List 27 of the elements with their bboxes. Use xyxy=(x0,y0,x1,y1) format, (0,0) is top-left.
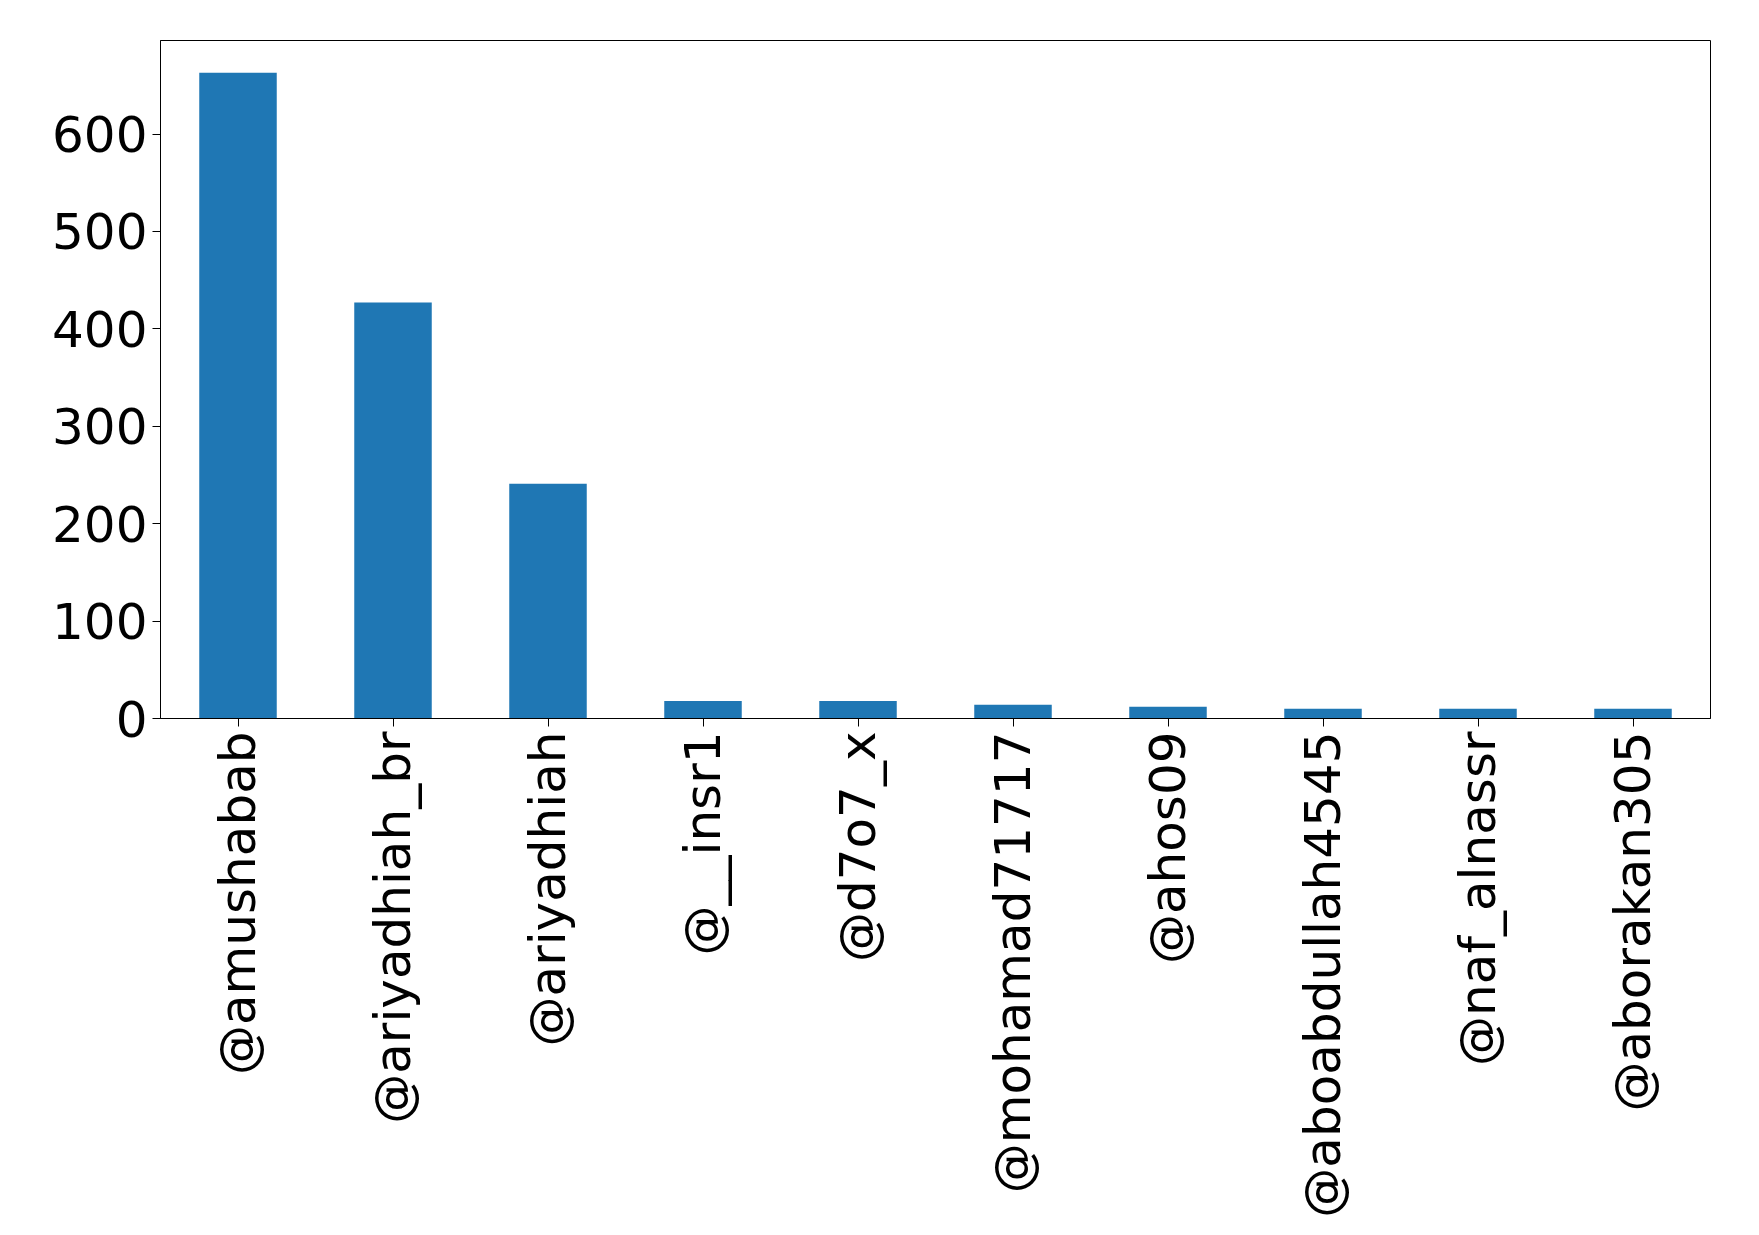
y-tick-label: 400 xyxy=(52,300,148,359)
x-tick-label: @ahos09 xyxy=(1139,731,1197,965)
x-tick-label: @aboabdullah4545 xyxy=(1294,731,1352,1218)
bar xyxy=(509,483,587,719)
bar xyxy=(819,700,897,719)
bar xyxy=(664,700,742,719)
x-tick-label: @aborakan305 xyxy=(1604,731,1662,1112)
y-tick-label: 100 xyxy=(52,593,148,652)
x-tick-label: @ariyadhiah xyxy=(519,731,577,1047)
x-tick-label: @d7o7_x xyxy=(829,731,887,963)
bar xyxy=(1284,708,1362,719)
bar xyxy=(974,704,1052,719)
y-tick-label: 500 xyxy=(52,203,148,262)
bar xyxy=(1129,706,1207,719)
x-tick-label: @mohamad71717 xyxy=(984,731,1042,1194)
x-tick-label: @naf_alnassr xyxy=(1449,731,1507,1066)
bar xyxy=(199,72,277,719)
bar xyxy=(354,302,432,719)
bar xyxy=(1594,708,1672,719)
y-tick-label: 200 xyxy=(52,495,148,554)
x-tick-label: @ariyadhiah_br xyxy=(364,731,422,1124)
x-tick-label: @__insr1 xyxy=(674,731,732,956)
y-tick-label: 600 xyxy=(52,106,148,165)
y-tick-label: 0 xyxy=(115,690,148,749)
bar xyxy=(1439,708,1517,719)
x-tick-label: @amushabab xyxy=(209,731,267,1076)
y-tick-label: 300 xyxy=(52,398,148,457)
